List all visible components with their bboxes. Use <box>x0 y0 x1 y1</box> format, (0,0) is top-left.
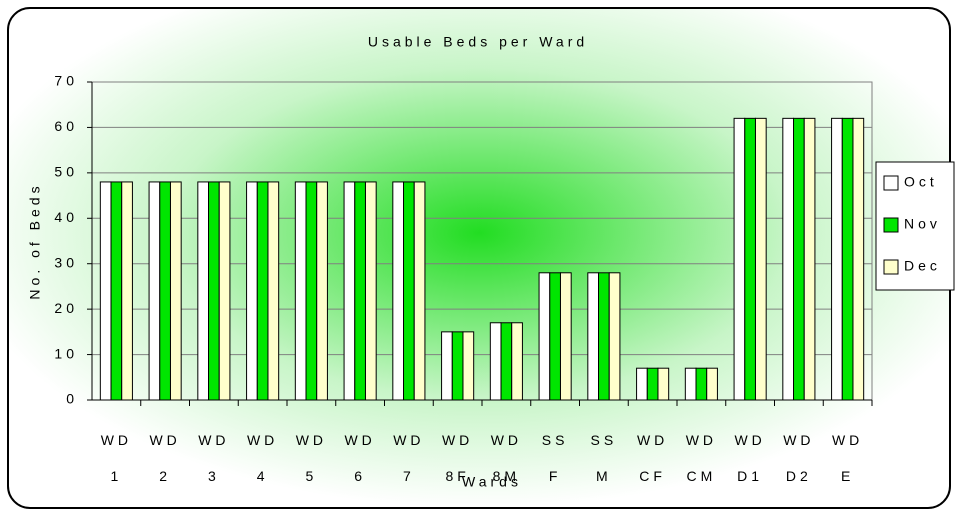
y-tick-label: 60 <box>54 118 78 134</box>
x-tick-label: SS M <box>590 432 618 484</box>
chart-title: Usable Beds per Ward <box>368 34 588 50</box>
bar <box>684 367 697 401</box>
x-tick-label: WD 3 <box>198 432 230 484</box>
x-tick-label: WD D2 <box>783 432 815 484</box>
bar <box>246 181 258 401</box>
bar <box>267 181 280 401</box>
y-axis-label: No. of Beds <box>27 182 43 299</box>
x-tick-label: WD CF <box>636 432 669 484</box>
bar <box>403 181 415 401</box>
bar <box>392 181 405 401</box>
bar <box>744 117 756 401</box>
y-tick-label: 40 <box>54 209 78 225</box>
bar <box>343 181 356 401</box>
bar <box>587 272 600 401</box>
bar <box>218 181 231 401</box>
bar <box>197 181 210 401</box>
bar <box>364 181 377 401</box>
x-tick-label: WD 8F <box>441 432 474 484</box>
y-tick-label: 0 <box>66 391 78 407</box>
x-tick-label: WD 7 <box>393 432 425 484</box>
bar <box>305 181 318 401</box>
y-tick-label: 50 <box>54 164 78 180</box>
bar <box>852 117 865 401</box>
x-tick-label: WD 5 <box>295 432 328 484</box>
y-tick-label: 30 <box>54 254 78 270</box>
bar <box>256 181 269 401</box>
bar <box>793 117 805 401</box>
x-axis-label: Wards <box>462 474 522 490</box>
x-tick-label: WD 2 <box>149 432 181 484</box>
bar <box>110 181 123 401</box>
bar <box>169 181 182 401</box>
bar <box>733 117 746 401</box>
x-tick-label: WD 1 <box>100 432 133 484</box>
bar <box>511 322 523 401</box>
legend-label: Nov <box>904 216 941 232</box>
bar <box>646 367 659 401</box>
bar <box>695 367 708 401</box>
legend-swatch <box>883 175 899 191</box>
y-tick-label: 10 <box>54 345 78 361</box>
bar <box>549 272 561 401</box>
x-tick-label: WD 6 <box>344 432 376 484</box>
bar <box>636 367 648 401</box>
x-tick-label: WD 8M <box>490 432 523 484</box>
bar <box>121 181 133 401</box>
bar <box>754 117 767 401</box>
x-tick-label: WD D1 <box>734 432 766 484</box>
bar <box>148 181 161 401</box>
bar <box>598 272 610 401</box>
bar <box>451 331 464 401</box>
bar <box>99 181 112 401</box>
bar <box>608 272 621 401</box>
x-tick-label: WD E <box>831 432 864 484</box>
bar <box>413 181 426 401</box>
x-tick-label: WD CM <box>685 432 718 484</box>
x-tick-label: WD 4 <box>246 432 279 484</box>
legend-label: Dec <box>904 258 941 274</box>
bar <box>559 272 572 401</box>
bar <box>706 367 718 401</box>
bar <box>831 117 843 401</box>
legend-swatch <box>883 259 899 275</box>
x-tick-label: SS F <box>541 432 569 484</box>
y-tick-label: 70 <box>54 73 78 89</box>
bar <box>294 181 307 401</box>
bar <box>489 322 502 401</box>
bar <box>316 181 328 401</box>
bar <box>441 331 453 401</box>
bar <box>538 272 551 401</box>
bar <box>782 117 795 401</box>
bar <box>208 181 220 401</box>
y-tick-label: 20 <box>54 300 78 316</box>
legend-label: Oct <box>904 174 938 190</box>
legend-swatch <box>883 217 899 233</box>
bar <box>803 117 816 401</box>
bar <box>159 181 171 401</box>
bar <box>462 331 475 401</box>
bar <box>500 322 513 401</box>
bar <box>657 367 670 401</box>
bar <box>354 181 366 401</box>
bar <box>841 117 854 401</box>
